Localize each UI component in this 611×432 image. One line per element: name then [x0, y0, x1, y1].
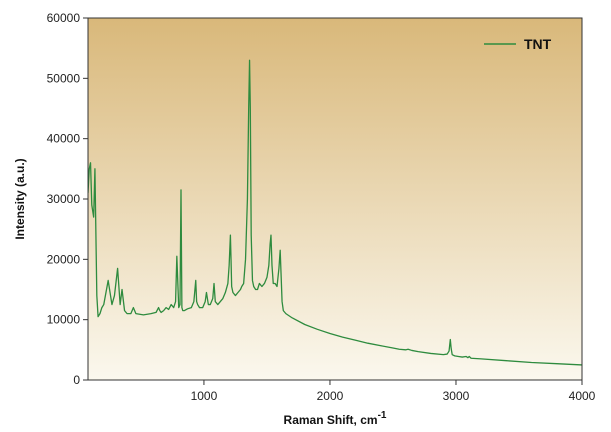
x-axis-title: Raman Shift, cm-1 [284, 410, 387, 427]
y-tick-label: 20000 [47, 252, 81, 266]
y-tick-label: 10000 [47, 313, 81, 327]
legend: TNT [484, 36, 552, 52]
y-axis-ticks: 0 10000 20000 30000 40000 50000 60000 [47, 11, 88, 387]
x-tick-label: 1000 [191, 389, 218, 403]
y-axis-title: Intensity (a.u.) [13, 158, 27, 239]
y-tick-label: 50000 [47, 71, 81, 85]
series-group [88, 59, 582, 366]
y-tick-label: 30000 [47, 192, 81, 206]
plot-frame [87, 17, 583, 381]
x-tick-label: 3000 [443, 389, 470, 403]
y-tick-label: 0 [73, 373, 80, 387]
x-axis-title-main: Raman Shift, cm [284, 413, 378, 427]
plot-area [88, 18, 582, 380]
x-tick-label: 4000 [569, 389, 596, 403]
x-axis-title-superscript: -1 [378, 410, 387, 421]
x-tick-label: 2000 [317, 389, 344, 403]
y-tick-label: 40000 [47, 132, 81, 146]
legend-label-tnt: TNT [524, 36, 552, 52]
y-tick-label: 60000 [47, 11, 81, 25]
series-line-tnt [88, 59, 582, 366]
x-axis-ticks: 1000 2000 3000 4000 [191, 380, 596, 403]
